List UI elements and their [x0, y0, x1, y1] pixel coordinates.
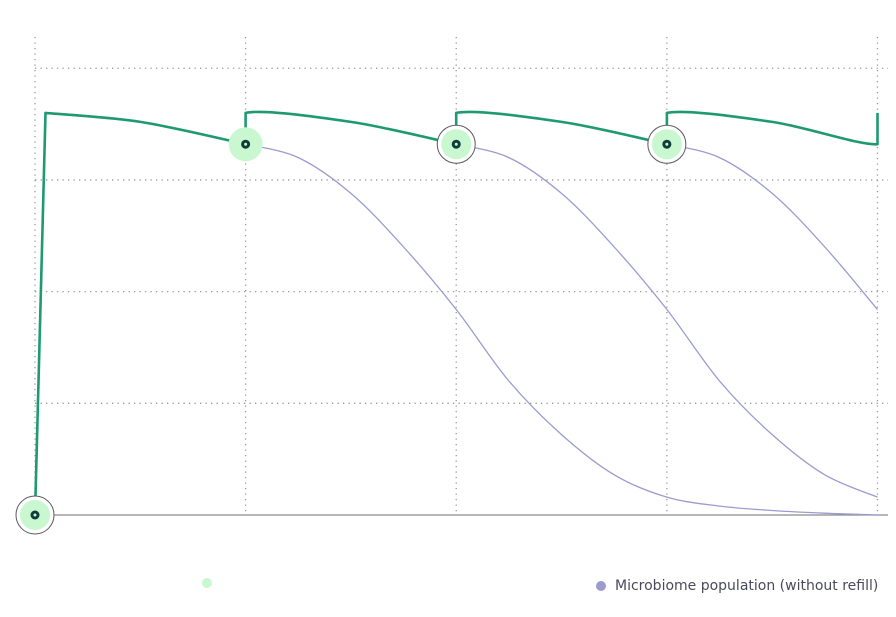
legend: Microbiome population (without refill)	[0, 578, 896, 600]
marker-center	[454, 142, 458, 146]
legend-item-refill	[202, 578, 221, 588]
marker-center	[33, 513, 37, 517]
legend-label-population: Microbiome population (without refill)	[615, 578, 879, 594]
refill-marker-3[interactable]	[647, 124, 687, 164]
refill-line-segment-0	[33, 111, 246, 516]
population-curve-1	[456, 143, 878, 498]
refill-line-segment-1	[244, 110, 457, 146]
refill-marker-0[interactable]	[15, 495, 55, 535]
legend-swatch-refill	[202, 578, 212, 588]
legend-item-population: Microbiome population (without refill)	[596, 578, 878, 594]
refill-points	[15, 124, 687, 535]
marker-center	[665, 142, 669, 146]
grid	[34, 37, 888, 515]
refill-marker-2[interactable]	[436, 124, 476, 164]
marker-center	[244, 142, 248, 146]
legend-swatch-population	[596, 581, 606, 591]
refill-line-segment-2	[454, 110, 668, 146]
series-layer	[33, 110, 879, 516]
population-curve-2	[666, 143, 878, 310]
population-curve-0	[245, 143, 878, 516]
refill-line-segment-3	[665, 110, 879, 146]
refill-marker-1[interactable]	[228, 127, 263, 162]
